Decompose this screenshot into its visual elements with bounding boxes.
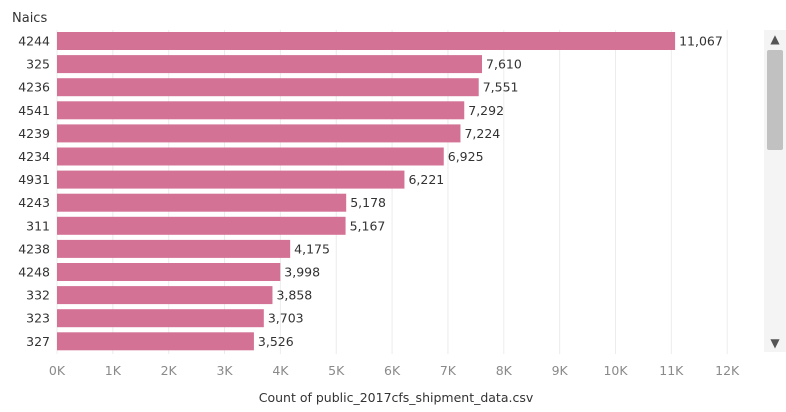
row-label: 4236 (18, 80, 50, 95)
x-tick-label: 1K (105, 363, 122, 378)
value-label: 5,178 (350, 195, 386, 210)
row-label: 323 (26, 311, 50, 326)
x-tick-label: 4K (272, 363, 289, 378)
value-label: 3,526 (258, 334, 294, 349)
x-tick-label: 10K (603, 363, 628, 378)
value-label: 6,221 (408, 172, 444, 187)
row-label: 4248 (18, 265, 50, 280)
row-label: 4244 (18, 34, 50, 49)
value-label: 7,292 (468, 103, 504, 118)
bar (57, 147, 444, 166)
bar (57, 32, 676, 50)
bar (57, 170, 405, 189)
x-tick-label: 8K (496, 363, 513, 378)
scroll-down-icon[interactable]: ▼ (770, 336, 780, 350)
row-label: 327 (26, 334, 50, 349)
bar (57, 55, 483, 74)
row-label: 325 (26, 57, 50, 72)
bar (57, 263, 281, 281)
x-tick-label: 6K (384, 363, 401, 378)
row-labels: 4244 325 4236 4541 4239 4234 4931 4243 311 4238 42… (18, 34, 50, 349)
bar (57, 239, 291, 258)
bar (57, 286, 273, 305)
row-label: 4541 (18, 103, 50, 118)
row-label: 4931 (18, 172, 50, 187)
bars (57, 32, 676, 351)
scroll-up-icon[interactable]: ▲ (770, 32, 780, 46)
bar (57, 309, 264, 328)
value-label: 6,925 (448, 149, 484, 164)
x-tick-label: 9K (552, 363, 569, 378)
x-axis: 0K 1K 2K 3K 4K 5K 6K 7K 8K 9K 10K 11K 12K (49, 363, 740, 378)
value-labels: 11,067 7,610 7,551 7,292 7,224 6,925 6,221 5,17… (258, 34, 723, 349)
bar (57, 124, 461, 143)
bar (57, 193, 347, 212)
value-label: 7,551 (483, 80, 519, 95)
x-tick-label: 2K (161, 363, 178, 378)
x-tick-label: 5K (328, 363, 345, 378)
bar (57, 101, 465, 120)
value-label: 3,858 (276, 288, 312, 303)
bar-chart: Naics 4244 325 4236 4541 4239 4234 4931 4243 311… (12, 11, 740, 405)
x-tick-label: 0K (49, 363, 66, 378)
bar (57, 216, 346, 235)
scroll-thumb[interactable] (767, 50, 783, 150)
row-label: 4243 (18, 195, 50, 210)
value-label: 3,703 (268, 311, 304, 326)
value-label: 7,610 (486, 57, 522, 72)
value-label: 3,998 (284, 265, 320, 280)
x-tick-label: 3K (216, 363, 233, 378)
row-header: Naics (12, 11, 47, 26)
x-tick-label: 7K (440, 363, 457, 378)
row-label: 4239 (18, 126, 50, 141)
vertical-scrollbar[interactable]: ▲ ▼ (764, 30, 786, 352)
x-tick-label: 11K (659, 363, 684, 378)
row-label: 332 (26, 288, 50, 303)
row-label: 4238 (18, 241, 50, 256)
row-label: 311 (26, 218, 50, 233)
x-axis-title: Count of public_2017cfs_shipment_data.cs… (259, 390, 534, 405)
row-label: 4234 (18, 149, 50, 164)
bar (57, 78, 479, 97)
value-label: 5,167 (350, 218, 386, 233)
value-label: 7,224 (464, 126, 500, 141)
bar (57, 332, 254, 351)
value-label: 4,175 (294, 241, 330, 256)
x-tick-label: 12K (715, 363, 740, 378)
value-label: 11,067 (679, 34, 723, 49)
